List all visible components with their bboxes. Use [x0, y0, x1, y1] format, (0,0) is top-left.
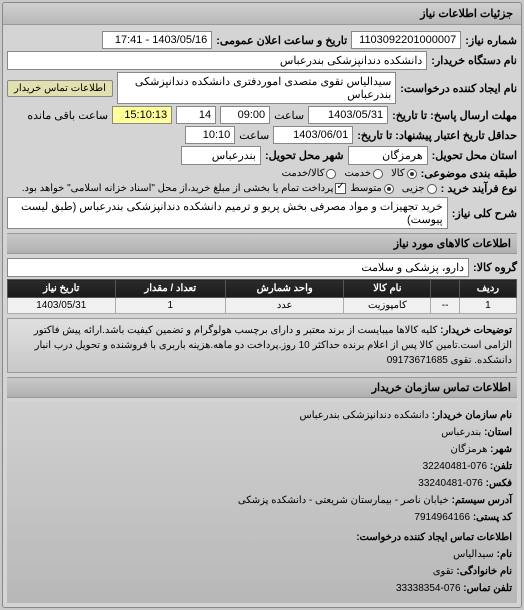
- radio-dot-icon: [427, 184, 437, 194]
- notes-box: توضیحات خریدار: کلیه کالاها میبایست از ب…: [7, 318, 517, 373]
- contact-fax: فکس: 076-33240481: [12, 476, 512, 492]
- announce-label: تاریخ و ساعت اعلان عمومی:: [216, 34, 347, 47]
- table-row[interactable]: 1 -- کامپوزیت عدد 1 1403/05/31: [8, 298, 517, 314]
- contact-org: نام سازمان خریدار: دانشکده دندانپزشکی بن…: [12, 408, 512, 424]
- validity-label: حداقل تاریخ اعتبار پیشنهاد: تا تاریخ:: [357, 129, 517, 142]
- requester-field: سیدالیاس تقوی متصدی اموردفتری دانشکده دن…: [117, 72, 396, 104]
- main-panel: جزئیات اطلاعات نیاز شماره نیاز: 11030922…: [2, 2, 522, 608]
- row-classification: طبقه بندی موضوعی: کالا خدمت کالا/خدمت: [7, 167, 517, 180]
- buyer-label: نام دستگاه خریدار:: [431, 54, 517, 67]
- checkbox-icon: [335, 183, 346, 194]
- radio-goods[interactable]: کالا: [391, 168, 417, 179]
- group-field: دارو، پزشکی و سلامت: [7, 258, 469, 277]
- col-empty: [431, 280, 460, 298]
- row-group: گروه کالا: دارو، پزشکی و سلامت: [7, 258, 517, 277]
- creator-phone: تلفن تماس: 076-33338354: [12, 581, 512, 597]
- row-buyer: نام دستگاه خریدار: دانشکده دندانپزشکی بن…: [7, 51, 517, 70]
- summary-field: خرید تجهیزات و مواد مصرفی بخش پریو و ترم…: [7, 197, 448, 229]
- contact-link-button[interactable]: اطلاعات تماس خریدار: [7, 80, 113, 97]
- cell-row-no: 1: [459, 298, 516, 314]
- cell-name: کامپوزیت: [344, 298, 431, 314]
- treasury-check[interactable]: پرداخت تمام یا بخشی از مبلغ خرید،از محل …: [22, 183, 347, 194]
- contact-address: آدرس سیستم: خیابان ناصر - بیمارستان شریع…: [12, 493, 512, 509]
- goods-table: ردیف نام کالا واحد شمارش تعداد / مقدار ت…: [7, 279, 517, 314]
- row-size: نوع فرآیند خرید : جزیی متوسط پرداخت تمام…: [7, 182, 517, 195]
- at-label-1: ساعت: [274, 109, 304, 122]
- radio-small[interactable]: جزیی: [402, 183, 437, 194]
- table-header-row: ردیف نام کالا واحد شمارش تعداد / مقدار ت…: [8, 280, 517, 298]
- type-radio-group: کالا خدمت کالا/خدمت: [282, 168, 417, 179]
- row-location: استان محل تحویل: هرمزگان شهر محل تحویل: …: [7, 146, 517, 165]
- cell-unit: عدد: [225, 298, 343, 314]
- remaining-days-field: 14: [176, 106, 216, 124]
- radio-dot-icon: [326, 169, 336, 179]
- radio-dot-icon: [373, 169, 383, 179]
- radio-dot-icon: [407, 169, 417, 179]
- radio-service[interactable]: خدمت: [344, 168, 383, 179]
- contact-section-title: اطلاعات تماس سازمان خریدار: [7, 377, 517, 398]
- cell-date: 1403/05/31: [8, 298, 116, 314]
- province-label: استان محل تحویل:: [432, 149, 517, 162]
- row-requester: نام ایجاد کننده درخواست: سیدالیاس تقوی م…: [7, 72, 517, 104]
- remaining-label: ساعت باقی مانده: [27, 109, 108, 122]
- response-time-field: 09:00: [220, 106, 270, 124]
- creator-name: نام: سیدالیاس: [12, 547, 512, 563]
- validity-time-field: 10:10: [185, 126, 235, 144]
- response-label: مهلت ارسال پاسخ: تا تاریخ:: [392, 109, 517, 122]
- summary-label: شرح کلی نیاز:: [452, 207, 517, 220]
- city-field: بندرعباس: [181, 146, 261, 165]
- contact-section: نام سازمان خریدار: دانشکده دندانپزشکی بن…: [7, 402, 517, 603]
- radio-goods-service[interactable]: کالا/خدمت: [282, 168, 337, 179]
- validity-date-field: 1403/06/01: [273, 126, 353, 144]
- col-unit: واحد شمارش: [225, 280, 343, 298]
- row-response-deadline: مهلت ارسال پاسخ: تا تاریخ: 1403/05/31 سا…: [7, 106, 517, 124]
- announce-field: 1403/05/16 - 17:41: [102, 31, 212, 49]
- col-qty: تعداد / مقدار: [115, 280, 225, 298]
- city-label: شهر محل تحویل:: [265, 149, 344, 162]
- request-no-field: 1103092201000007: [351, 31, 461, 49]
- contact-province: استان: بندرعباس: [12, 425, 512, 441]
- col-row-no: ردیف: [459, 280, 516, 298]
- notes-label: توضیحات خریدار:: [440, 325, 512, 336]
- contact-phone: تلفن: 076-32240481: [12, 459, 512, 475]
- goods-section-title: اطلاعات کالاهای مورد نیاز: [7, 233, 517, 254]
- row-request-no: شماره نیاز: 1103092201000007 تاریخ و ساع…: [7, 31, 517, 49]
- row-validity: حداقل تاریخ اعتبار پیشنهاد: تا تاریخ: 14…: [7, 126, 517, 144]
- col-date: تاریخ نیاز: [8, 280, 116, 298]
- creator-surname: نام خانوادگی: تقوی: [12, 564, 512, 580]
- creator-section-label: اطلاعات تماس ایجاد کننده درخواست:: [12, 530, 512, 546]
- type-label: طبقه بندی موضوعی:: [421, 167, 517, 180]
- buyer-field: دانشکده دندانپزشکی بندرعباس: [7, 51, 427, 70]
- request-no-label: شماره نیاز:: [465, 34, 517, 47]
- province-field: هرمزگان: [348, 146, 428, 165]
- cell-dash: --: [431, 298, 460, 314]
- requester-label: نام ایجاد کننده درخواست:: [400, 82, 517, 95]
- size-label: نوع فرآیند خرید :: [441, 182, 517, 195]
- radio-medium[interactable]: متوسط: [350, 183, 393, 194]
- response-date-field: 1403/05/31: [308, 106, 388, 124]
- size-radio-group: جزیی متوسط: [350, 183, 436, 194]
- row-summary: شرح کلی نیاز: خرید تجهیزات و مواد مصرفی …: [7, 197, 517, 229]
- contact-postcode: کد پستی: 7914964166: [12, 510, 512, 526]
- col-name: نام کالا: [344, 280, 431, 298]
- cell-qty: 1: [115, 298, 225, 314]
- at-label-2: ساعت: [239, 129, 269, 142]
- panel-title: جزئیات اطلاعات نیاز: [3, 3, 521, 25]
- group-label: گروه کالا:: [473, 261, 517, 274]
- panel-body: شماره نیاز: 1103092201000007 تاریخ و ساع…: [3, 25, 521, 607]
- contact-city: شهر: هرمزگان: [12, 442, 512, 458]
- radio-dot-icon: [384, 184, 394, 194]
- remaining-time-field: 15:10:13: [112, 106, 172, 124]
